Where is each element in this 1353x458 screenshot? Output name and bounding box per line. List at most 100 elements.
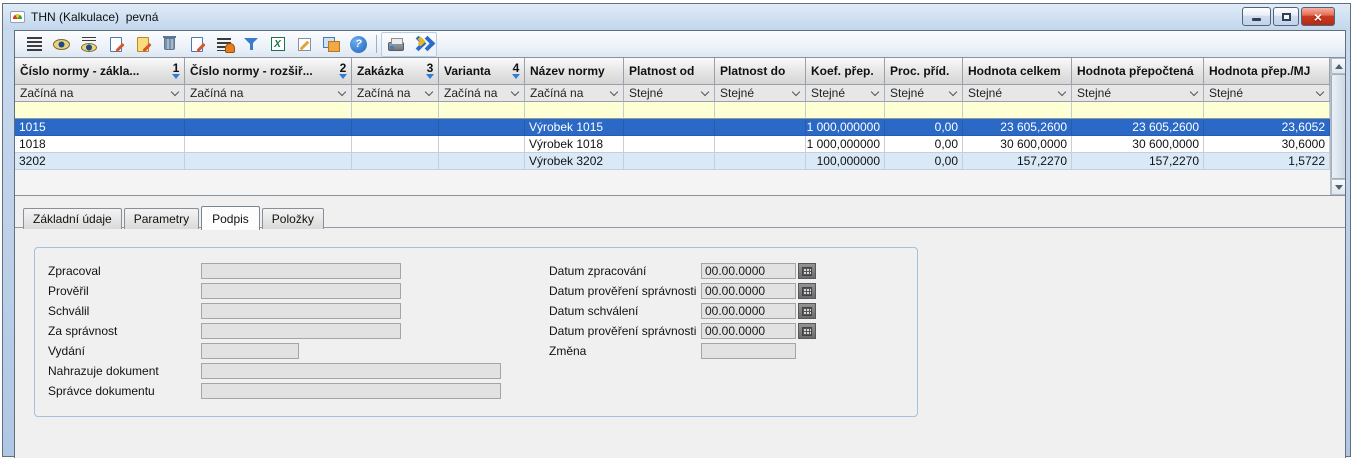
filter-operator-cell[interactable]: Začíná na xyxy=(185,85,352,102)
column-header[interactable]: Název normy xyxy=(525,58,624,85)
view-detail-icon xyxy=(80,36,97,52)
table-row[interactable]: 1018 Výrobek 1018 1 000,000000 0,00 30 600,0… xyxy=(15,136,1330,153)
filter-input-cell[interactable] xyxy=(963,102,1072,119)
grid-cell: Výrobek 1015 xyxy=(525,119,624,136)
field-label: Správce dokumentu xyxy=(48,384,155,398)
filter-input-cell[interactable] xyxy=(185,102,352,119)
toolbar-edit-note-button[interactable] xyxy=(291,33,318,56)
filter-input-cell[interactable] xyxy=(885,102,963,119)
filter-input-cell[interactable] xyxy=(439,102,525,119)
grid-cell xyxy=(624,153,715,170)
toolbar-help-button[interactable] xyxy=(345,33,372,56)
scroll-up-button[interactable] xyxy=(1331,58,1345,74)
filter-operator-cell[interactable]: Začíná na xyxy=(525,85,624,102)
field-label: Nahrazuje dokument xyxy=(48,364,159,378)
filter-input-cell[interactable] xyxy=(624,102,715,119)
input-schvalil[interactable] xyxy=(201,303,401,319)
filter-operator-cell[interactable]: Stejné xyxy=(1072,85,1204,102)
column-header[interactable]: Hodnota celkem xyxy=(963,58,1072,85)
input-datum-provereni-spravnosti-2[interactable]: 00.00.0000 xyxy=(701,323,796,339)
toolbar-duplicate-button[interactable] xyxy=(318,33,345,56)
filter-input-cell[interactable] xyxy=(1072,102,1204,119)
filter-operator-cell[interactable]: Stejné xyxy=(624,85,715,102)
calendar-button[interactable] xyxy=(798,303,816,319)
close-button[interactable]: × xyxy=(1301,7,1335,26)
column-header[interactable]: Číslo normy - zákla... 1 xyxy=(15,58,185,85)
filter-operator-cell[interactable]: Stejné xyxy=(885,85,963,102)
filter-operator-cell[interactable]: Začíná na xyxy=(439,85,525,102)
input-datum-provereni-spravnosti[interactable]: 00.00.0000 xyxy=(701,283,796,299)
dropdown-chevron-icon xyxy=(948,87,958,96)
filter-input-cell[interactable] xyxy=(715,102,806,119)
calendar-icon xyxy=(802,266,812,276)
grid-cell: 0,00 xyxy=(885,136,963,153)
input-datum-zpracovani[interactable]: 00.00.0000 xyxy=(701,263,796,279)
filter-input-cell[interactable] xyxy=(15,102,185,119)
sort-order-number: 4 xyxy=(512,61,520,75)
grid-vertical-scrollbar[interactable] xyxy=(1330,58,1345,195)
table-row[interactable]: 3202 Výrobek 3202 100,000000 0,00 157,2270 15… xyxy=(15,153,1330,170)
toolbar-batch-edit-button[interactable] xyxy=(210,33,237,56)
column-header[interactable]: Hodnota přepočtená xyxy=(1072,58,1204,85)
tab-zakladni-udaje[interactable]: Základní údaje xyxy=(23,208,122,229)
tab-label: Podpis xyxy=(212,212,249,226)
date-value: 00.00.0000 xyxy=(705,324,766,338)
toolbar-new-record-button[interactable] xyxy=(102,33,129,56)
grid-filter-input-row xyxy=(15,102,1330,119)
toolbar-view-detail-button[interactable] xyxy=(75,33,102,56)
title-bar[interactable]: THN (Kalkulace) pevná × xyxy=(3,4,1350,30)
column-header[interactable]: Varianta 4 xyxy=(439,58,525,85)
input-zmena[interactable] xyxy=(701,343,796,359)
column-header[interactable]: Platnost do xyxy=(715,58,806,85)
tab-bar: Základní údaje Parametry Podpis Položky xyxy=(23,205,1345,230)
filter-input-cell[interactable] xyxy=(1204,102,1330,119)
column-header[interactable]: Proc. příd. xyxy=(885,58,963,85)
calendar-button[interactable] xyxy=(798,263,816,279)
restore-button[interactable] xyxy=(1273,7,1299,26)
filter-input-cell[interactable] xyxy=(525,102,624,119)
input-vydani[interactable] xyxy=(201,343,299,359)
filter-operator-cell[interactable]: Začíná na xyxy=(15,85,185,102)
toolbar-view-button[interactable] xyxy=(48,33,75,56)
field-label: Za správnost xyxy=(48,324,118,338)
column-header[interactable]: Koef. přep. xyxy=(806,58,885,85)
filter-operator-cell[interactable]: Začíná na xyxy=(352,85,439,102)
input-spravce-dokumentu[interactable] xyxy=(201,383,501,399)
table-row-selected[interactable]: 1015 Výrobek 1015 1 000,000000 0,00 23 605,2… xyxy=(15,119,1330,136)
tab-podpis[interactable]: Podpis xyxy=(201,206,260,230)
minimize-icon xyxy=(1252,18,1261,21)
tab-polozky[interactable]: Položky xyxy=(261,208,324,229)
input-nahrazuje-dokument[interactable] xyxy=(201,363,501,379)
calendar-button[interactable] xyxy=(798,283,816,299)
column-header[interactable]: Číslo normy - rozšiř... 2 xyxy=(185,58,352,85)
filter-input-cell[interactable] xyxy=(806,102,885,119)
toolbar-copy-record-button[interactable] xyxy=(183,33,210,57)
column-header-label: Hodnota přep./MJ xyxy=(1209,64,1311,78)
minimize-button[interactable] xyxy=(1242,7,1271,26)
toolbar-more-button[interactable] xyxy=(409,33,436,56)
toolbar-edit-record-button[interactable] xyxy=(129,33,156,56)
scroll-thumb[interactable] xyxy=(1331,74,1345,179)
toolbar-filter-button[interactable] xyxy=(237,33,264,56)
filter-operator-cell[interactable]: Stejné xyxy=(715,85,806,102)
filter-operator-cell[interactable]: Stejné xyxy=(963,85,1072,102)
input-datum-schvaleni[interactable]: 00.00.0000 xyxy=(701,303,796,319)
column-header[interactable]: Hodnota přep./MJ xyxy=(1204,58,1330,85)
input-proveril[interactable] xyxy=(201,283,401,299)
toolbar-list-button[interactable] xyxy=(21,33,48,56)
scroll-down-button[interactable] xyxy=(1331,179,1345,195)
calendar-button[interactable] xyxy=(798,323,816,339)
toolbar-delete-button[interactable] xyxy=(156,33,183,56)
toolbar-export-excel-button[interactable] xyxy=(264,33,291,56)
filter-operator-cell[interactable]: Stejné xyxy=(1204,85,1330,102)
tab-parametry[interactable]: Parametry xyxy=(123,208,200,229)
column-header[interactable]: Platnost od xyxy=(624,58,715,85)
filter-operator-cell[interactable]: Stejné xyxy=(806,85,885,102)
filter-input-cell[interactable] xyxy=(352,102,439,119)
input-za-spravnost[interactable] xyxy=(201,323,401,339)
form-field-row: Správce dokumentu xyxy=(48,383,501,399)
input-zpracoval[interactable] xyxy=(201,263,401,279)
grid-cell: 30,6000 xyxy=(1204,136,1330,153)
column-header[interactable]: Zakázka 3 xyxy=(352,58,439,85)
toolbar-print-button[interactable] xyxy=(382,33,409,56)
